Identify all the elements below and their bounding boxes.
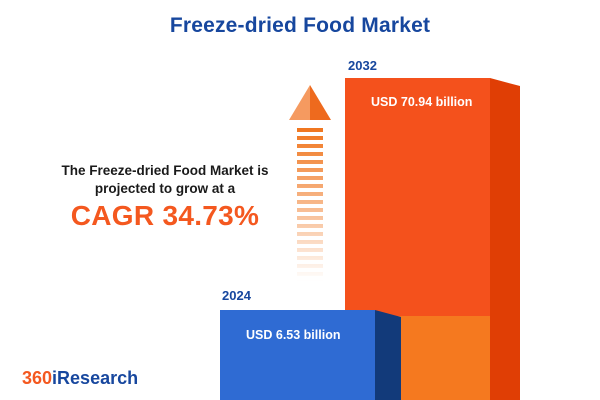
brand-logo: 360iResearch xyxy=(22,368,138,389)
chart-title: Freeze-dried Food Market xyxy=(169,14,431,37)
cagr-value: CAGR 34.73% xyxy=(70,200,260,231)
bar-2032-shade-overlay xyxy=(398,316,490,400)
logo-prefix: 360 xyxy=(22,368,53,388)
value-label-2032: USD 70.94 billion xyxy=(371,95,473,109)
value-label-2024: USD 6.53 billion xyxy=(246,328,341,342)
market-description: The Freeze-dried Food Market is projecte… xyxy=(25,162,305,198)
description-line-1: The Freeze-dried Food Market is xyxy=(61,163,269,178)
growth-arrow-dashed-shaft xyxy=(297,128,323,286)
growth-arrow-up-icon xyxy=(288,84,332,126)
bar-2024 xyxy=(220,310,375,400)
bar-2024-side-face xyxy=(375,310,401,400)
logo-suffix: iResearch xyxy=(52,368,139,388)
bar-2032-side-face xyxy=(490,78,520,400)
year-label-2032: 2032 xyxy=(348,58,377,73)
description-line-2: projected to grow at a xyxy=(94,181,236,196)
year-label-2024: 2024 xyxy=(222,288,251,303)
